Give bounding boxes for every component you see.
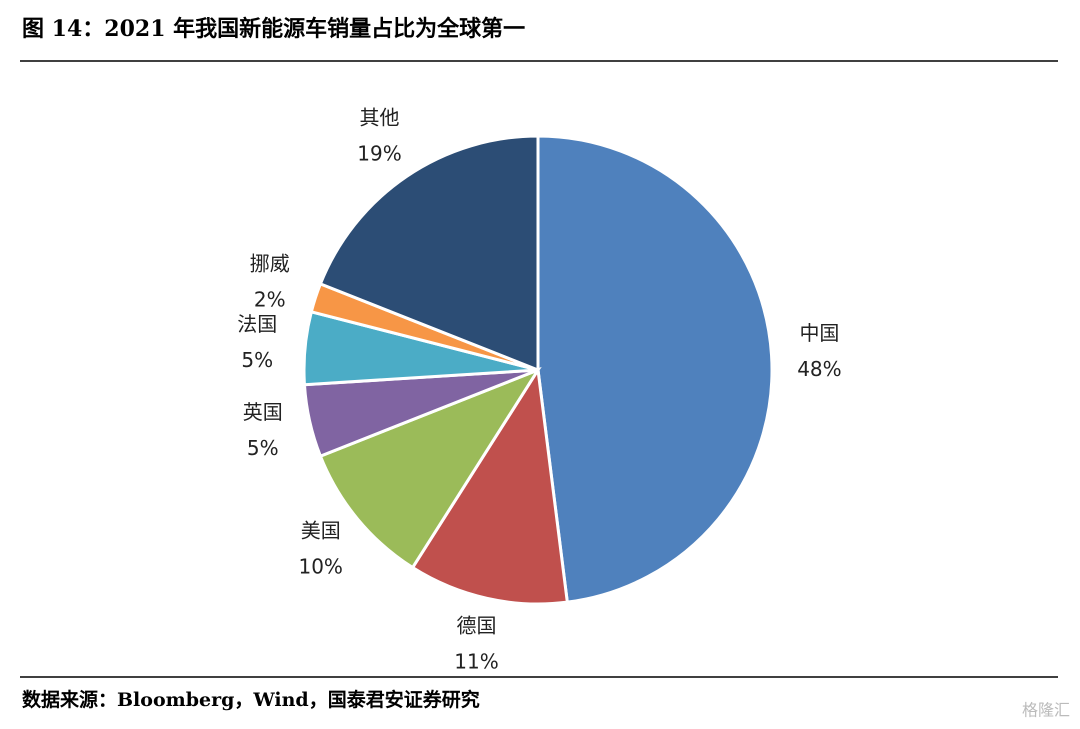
watermark: 格隆汇: [1022, 701, 1070, 720]
value-label: 5%: [247, 436, 279, 460]
slice-label: 德国: [456, 614, 496, 638]
chart-title: 图 14：2021 年我国新能源车销量占比为全球第一: [22, 16, 525, 42]
slice-label: 挪威: [250, 251, 290, 275]
source: 数据来源：Bloomberg，Wind，国泰君安证券研究: [22, 688, 480, 711]
slice-label: 美国: [301, 518, 341, 542]
pie-slice: [318, 366, 542, 570]
slice-label: 其他: [359, 105, 399, 129]
value-label: 2%: [254, 287, 286, 311]
pie-slice: [318, 134, 540, 373]
pie-slice: [536, 134, 774, 604]
value-label: 5%: [241, 348, 273, 372]
value-label: 48%: [797, 357, 841, 381]
pie-slice: [410, 365, 570, 606]
value-label: 10%: [298, 554, 342, 578]
value-label: 11%: [454, 650, 498, 674]
slice-label: 中国: [799, 321, 839, 345]
value-label: 19%: [357, 141, 401, 165]
slice-label: 英国: [243, 400, 283, 424]
slice-label: 法国: [237, 312, 277, 336]
